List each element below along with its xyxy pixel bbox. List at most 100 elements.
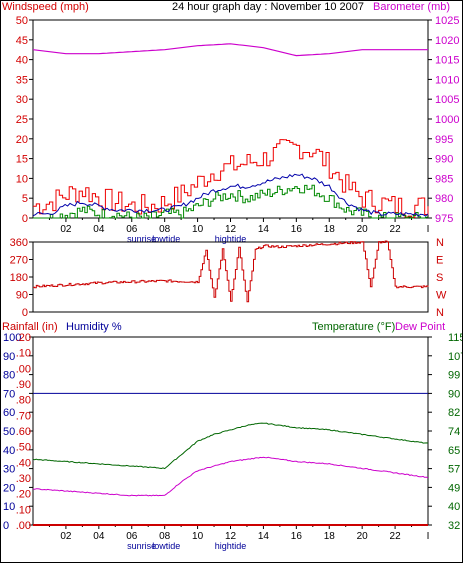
direction-y-tick-label: 180	[10, 272, 28, 284]
humidity-y-tick-label: 0	[3, 520, 9, 532]
rainfall-y-tick-label: .80	[16, 395, 31, 407]
wind-y-tick-label: 30	[16, 94, 28, 106]
temp-x-tick-label: 12	[225, 531, 237, 542]
x-marker-hightide: hightide	[215, 541, 247, 551]
temp-y-tick-label: 90	[448, 388, 460, 400]
direction-y-tick-label: 360	[10, 237, 28, 249]
compass-label: E	[436, 255, 443, 267]
baro-y-tick-label: 1005	[435, 94, 459, 106]
compass-label: W	[436, 290, 447, 302]
wind-x-tick-label: 04	[93, 224, 105, 235]
baro-y-tick-label: 1025	[435, 15, 459, 27]
humidity-y-tick-label: 20	[3, 482, 15, 494]
wind-x-tick-label: 16	[291, 224, 303, 235]
humidity-axis-title: Humidity %	[66, 321, 122, 333]
baro-y-tick-label: 1015	[435, 55, 459, 67]
temp-y-tick-label: 82	[448, 407, 460, 419]
temp-x-tick-label: 10	[192, 531, 204, 542]
baro-y-tick-label: 990	[435, 154, 453, 166]
chart-title: 24 hour graph day : November 10 2007	[172, 1, 364, 13]
rainfall-y-tick-label: .30	[16, 473, 31, 485]
wind-y-tick-label: 25	[16, 114, 28, 126]
dew-point-series-line	[32, 456, 429, 497]
x-marker-sunrise: sunrise	[127, 234, 156, 244]
x-marker-sunrise: sunrise	[127, 541, 156, 551]
temp-x-tick-label: 16	[291, 531, 303, 542]
temp-x-tick-label: 18	[324, 531, 336, 542]
dewpoint-axis-title: Dew Point	[395, 321, 445, 333]
wind-y-tick-label: 15	[16, 154, 28, 166]
compass-label: N	[436, 307, 444, 319]
wind-x-tick-label: 10	[192, 224, 204, 235]
temp-plot-frame	[32, 336, 429, 526]
temp-y-tick-label: 40	[448, 501, 460, 513]
rainfall-y-tick-label: .00	[16, 520, 31, 532]
wind-y-tick-label: 35	[16, 74, 28, 86]
baro-y-tick-label: 975	[435, 213, 453, 225]
wind-x-tick-label: 08	[159, 224, 171, 235]
temp-x-tick-label: 22	[390, 531, 402, 542]
wind-y-tick-label: 50	[16, 15, 28, 27]
x-marker-hightide: hightide	[215, 234, 247, 244]
temp-x-tick-label: 04	[93, 531, 105, 542]
wind-x-end-mark: I	[427, 224, 430, 235]
wind-y-tick-label: 10	[16, 173, 28, 185]
wind-x-tick-label: 12	[225, 224, 237, 235]
wind-y-tick-label: 40	[16, 55, 28, 67]
windspeed-axis-title: Windspeed (mph)	[2, 1, 89, 13]
direction-series-line	[33, 240, 429, 303]
wind-x-tick-label: 20	[357, 224, 369, 235]
x-marker-lowtide: lowtide	[152, 234, 180, 244]
rainfall-axis-title: Rainfall (in)	[2, 321, 58, 333]
baro-y-tick-label: 1000	[435, 114, 459, 126]
wind-y-tick-label: 0	[22, 213, 28, 225]
temp-y-tick-label: 115	[448, 332, 463, 344]
compass-label: S	[436, 272, 443, 284]
rainfall-y-tick-label: .90	[16, 379, 31, 391]
rainfall-y-tick-label: .60	[16, 426, 31, 438]
direction-y-tick-label: 270	[10, 255, 28, 267]
temp-y-tick-label: 65	[448, 445, 460, 457]
humidity-y-tick-label: 90	[3, 351, 15, 363]
humidity-y-tick-label: 50	[3, 426, 15, 438]
direction-y-tick-label: 0	[22, 307, 28, 319]
baro-y-tick-label: 985	[435, 173, 453, 185]
temperature-axis-title: Temperature (°F)	[312, 321, 395, 333]
compass-label: N	[436, 237, 444, 249]
baro-y-tick-label: 1020	[435, 35, 459, 47]
wind-y-tick-label: 20	[16, 134, 28, 146]
rainfall-y-tick-label: .70	[16, 410, 31, 422]
barometer-series-line	[32, 43, 428, 57]
rainfall-y-tick-label: .50	[16, 442, 31, 454]
barometer-axis-title: Barometer (mb)	[373, 1, 450, 13]
temp-x-tick-label: 08	[159, 531, 171, 542]
wind-x-tick-label: 14	[258, 224, 270, 235]
average-wind-series-line	[32, 173, 429, 217]
wind-y-tick-label: 5	[22, 193, 28, 205]
humidity-y-tick-label: 10	[3, 501, 15, 513]
humidity-y-tick-label: 70	[3, 388, 15, 400]
temperature-series-line	[32, 422, 429, 470]
temp-x-end-mark: I	[427, 531, 430, 542]
temp-y-tick-label: 74	[448, 426, 460, 438]
temp-y-tick-label: 49	[448, 482, 460, 494]
temp-x-tick-label: 06	[126, 531, 138, 542]
humidity-y-tick-label: 100	[3, 332, 21, 344]
rainfall-y-tick-label: .00	[16, 363, 31, 375]
humidity-y-tick-label: 40	[3, 445, 15, 457]
wind-x-tick-label: 06	[126, 224, 138, 235]
wind-x-tick-label: 02	[60, 224, 72, 235]
temp-x-tick-label: 14	[258, 531, 270, 542]
low-wind-series-line	[33, 184, 429, 219]
temp-x-tick-label: 20	[357, 531, 369, 542]
temp-y-tick-label: 32	[448, 520, 460, 532]
baro-y-tick-label: 1010	[435, 74, 459, 86]
temp-y-tick-label: 57	[448, 464, 460, 476]
wind-y-tick-label: 45	[16, 35, 28, 47]
direction-y-tick-label: 90	[16, 290, 28, 302]
wind-x-tick-label: 18	[324, 224, 336, 235]
rainfall-y-tick-label: .20	[16, 489, 31, 501]
